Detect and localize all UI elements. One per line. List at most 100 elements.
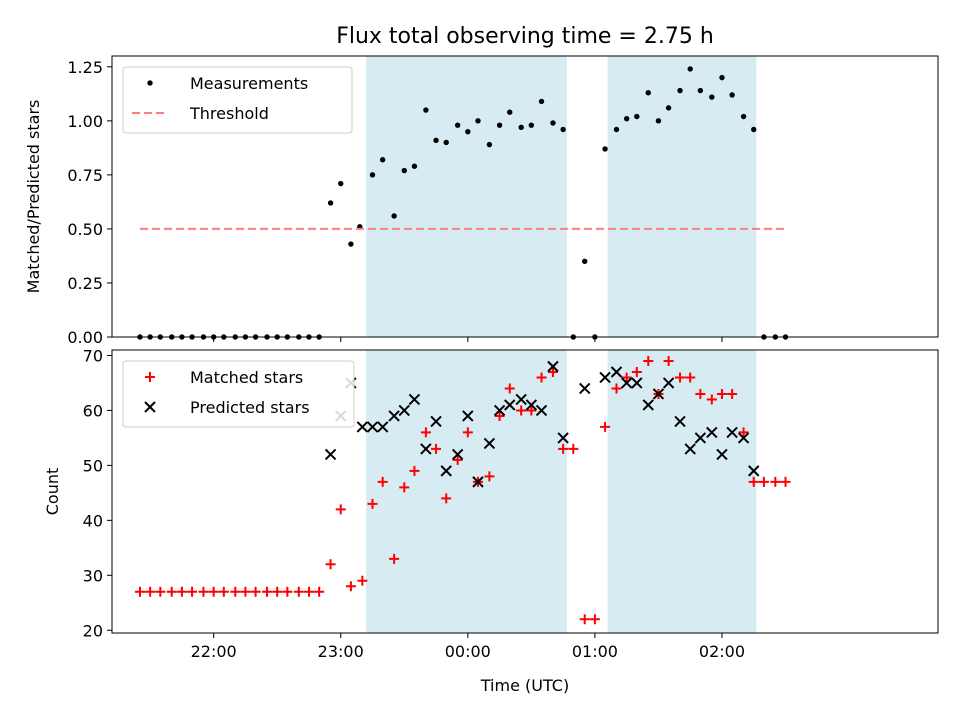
data-point <box>484 471 495 482</box>
data-point <box>751 126 757 133</box>
data-point <box>674 415 686 428</box>
y-tick-label: 1.25 <box>67 58 103 77</box>
data-point <box>433 137 439 143</box>
data-point <box>684 443 696 455</box>
chart-title: Flux total observing time = 2.75 h <box>336 24 714 49</box>
data-point <box>325 559 336 570</box>
data-point <box>389 553 400 564</box>
data-point <box>155 586 166 597</box>
y-tick-label: 1.00 <box>67 112 103 131</box>
y-tick-label: 0.50 <box>67 220 103 239</box>
data-point <box>738 427 749 438</box>
data-point <box>706 394 717 405</box>
data-point <box>356 421 369 433</box>
x-tick-label: 23:00 <box>318 642 364 661</box>
series-matched-stars <box>134 355 791 625</box>
data-point <box>536 372 547 383</box>
data-point <box>547 366 558 377</box>
data-point <box>631 366 642 377</box>
data-point <box>526 405 537 416</box>
data-point <box>535 404 548 417</box>
data-point <box>677 87 683 94</box>
data-point <box>187 586 198 597</box>
data-point <box>431 443 442 454</box>
data-point <box>504 383 515 394</box>
data-point <box>230 586 241 597</box>
y-tick-label: 30 <box>83 566 103 585</box>
data-point <box>493 404 506 417</box>
data-point <box>388 410 400 422</box>
data-point <box>634 113 640 120</box>
data-point <box>507 109 513 115</box>
data-point <box>282 586 293 597</box>
data-point <box>303 586 314 597</box>
data-point <box>293 586 304 597</box>
data-point <box>398 404 410 417</box>
data-point <box>740 113 747 120</box>
data-point <box>452 454 463 465</box>
data-point <box>599 371 611 384</box>
data-point <box>655 118 662 124</box>
data-point <box>367 498 378 509</box>
data-point <box>134 586 145 597</box>
data-point <box>399 482 410 493</box>
data-point <box>262 586 273 597</box>
data-point <box>250 586 261 597</box>
data-point <box>579 614 590 625</box>
data-point <box>335 504 346 515</box>
data-point <box>525 399 538 411</box>
data-point <box>716 388 727 399</box>
data-point <box>327 200 334 206</box>
data-point <box>391 213 397 219</box>
data-point <box>518 124 524 131</box>
top-panel-ratio: 0.00 0.25 0.50 0.75 1.00 1.25 Matched/Predicte… <box>24 55 939 347</box>
data-point <box>324 448 337 461</box>
data-point <box>208 586 219 597</box>
y-tick-label: 0.25 <box>67 274 103 293</box>
data-point <box>602 146 608 152</box>
data-point <box>621 372 632 383</box>
data-point <box>770 476 781 487</box>
data-point <box>719 74 725 81</box>
legend-marker <box>147 80 153 86</box>
data-point <box>379 157 386 163</box>
data-point <box>240 586 251 597</box>
data-point <box>462 427 473 438</box>
legend-marker <box>145 372 155 382</box>
data-point <box>348 241 354 247</box>
legend-label: Threshold <box>189 104 269 123</box>
legend-marker <box>144 401 156 413</box>
data-point <box>589 614 600 625</box>
y-tick-label: 0.00 <box>67 328 103 347</box>
legend: Matched stars Predicted stars <box>122 360 355 428</box>
data-point <box>557 432 569 444</box>
data-point <box>472 476 484 488</box>
data-point <box>758 476 769 487</box>
data-point <box>366 421 379 433</box>
data-point <box>737 432 750 444</box>
data-point <box>610 366 623 378</box>
shaded-region <box>607 350 757 633</box>
data-point <box>623 115 630 122</box>
y-tick-label: 0.75 <box>67 166 103 185</box>
data-point <box>675 372 686 383</box>
data-point <box>504 399 516 411</box>
x-tick-label: 00:00 <box>445 642 491 661</box>
data-point <box>462 410 474 422</box>
data-point <box>516 405 527 416</box>
data-point <box>558 443 569 454</box>
x-tick-label: 02:00 <box>699 642 745 661</box>
legend-label: Matched stars <box>190 368 303 387</box>
data-point <box>483 437 496 450</box>
data-point <box>620 377 633 389</box>
legend: Measurements Threshold <box>122 66 353 134</box>
shaded-region <box>366 56 567 337</box>
data-point <box>314 586 325 597</box>
data-point <box>538 98 545 105</box>
data-point <box>642 399 654 411</box>
legend-box <box>122 66 353 134</box>
data-point <box>198 586 209 597</box>
data-point <box>145 586 156 597</box>
data-point <box>486 141 493 148</box>
x-axis-label: Time (UTC) <box>480 676 569 695</box>
